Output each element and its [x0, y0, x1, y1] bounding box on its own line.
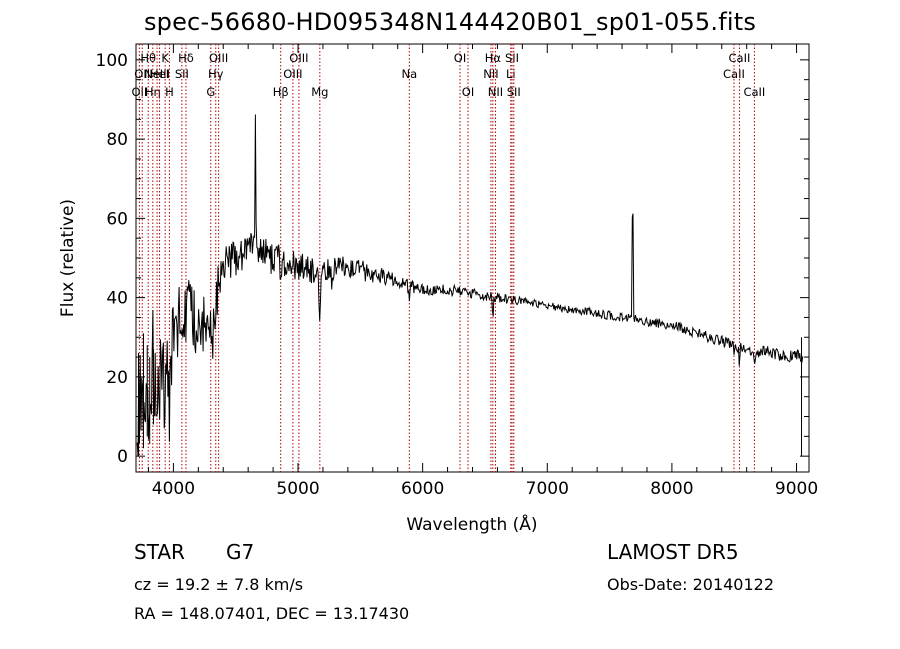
- y-tick-label: 0: [117, 447, 128, 467]
- line-marker-label: OI: [454, 51, 466, 65]
- line-marker-label: Hη: [145, 85, 161, 99]
- object-class: STAR: [134, 540, 185, 564]
- x-tick-label: 6000: [401, 479, 444, 499]
- line-marker-label: SII: [507, 85, 521, 99]
- line-marker-label: G: [206, 85, 215, 99]
- line-marker-label: SII: [505, 51, 519, 65]
- subclass: G7: [226, 540, 255, 564]
- redshift-velocity: cz = 19.2 ± 7.8 km/s: [134, 575, 304, 594]
- survey-name: LAMOST DR5: [607, 540, 739, 564]
- line-marker-label: OII: [134, 67, 150, 81]
- line-marker-label: OII: [131, 85, 147, 99]
- line-marker-label: Hβ: [273, 85, 289, 99]
- ra-dec-coordinates: RA = 148.07401, DEC = 13.17430: [134, 604, 410, 623]
- spectrum-series: [136, 114, 804, 457]
- y-axis-label: Flux (relative): [58, 199, 78, 317]
- line-marker-label: HeI: [150, 67, 169, 81]
- line-marker-label: Hθ: [140, 51, 156, 65]
- y-tick-label: 100: [96, 51, 128, 71]
- y-tick-label: 60: [106, 209, 128, 229]
- line-marker-label: CaII: [729, 51, 751, 65]
- line-marker-label: OIII: [209, 51, 228, 65]
- line-marker-label: NII: [483, 67, 498, 81]
- spectrum-line: [136, 114, 804, 457]
- line-marker-label: Li: [506, 67, 516, 81]
- chart-title: spec-56680-HD095348N144420B01_sp01-055.f…: [143, 8, 757, 36]
- line-markers: OIIOIIHθHηNeIIIHeIKHSIIHδGHγOIIIHβOIIIOI…: [131, 44, 765, 472]
- line-marker-label: Mg: [311, 85, 328, 99]
- line-marker-label: Hδ: [178, 51, 194, 65]
- line-marker-label: OI: [462, 85, 474, 99]
- line-marker-label: K: [161, 51, 169, 65]
- line-marker-label: Na: [401, 67, 417, 81]
- y-tick-label: 20: [106, 368, 128, 388]
- line-marker-label: SII: [175, 67, 189, 81]
- x-tick-label: 7000: [526, 479, 569, 499]
- x-tick-label: 9000: [775, 479, 818, 499]
- line-marker-label: OIII: [283, 67, 302, 81]
- x-tick-label: 4000: [152, 479, 195, 499]
- line-marker-label: CaII: [743, 85, 765, 99]
- line-marker-label: H: [165, 85, 174, 99]
- x-axis-label: Wavelength (Å): [406, 513, 537, 535]
- line-marker-label: Hγ: [208, 67, 224, 81]
- y-tick-label: 40: [106, 289, 128, 309]
- line-marker-label: NeIII: [144, 67, 170, 81]
- x-tick-label: 5000: [276, 479, 319, 499]
- line-marker-label: CaII: [723, 67, 745, 81]
- line-marker-label: NII: [488, 85, 503, 99]
- x-tick-label: 8000: [650, 479, 693, 499]
- axis-ticks: 4000 5000 6000 7000 8000 9000 0 20 40 60 80 100: [96, 44, 818, 499]
- line-marker-label: OIII: [289, 51, 308, 65]
- observation-date: Obs-Date: 20140122: [607, 575, 775, 594]
- y-tick-label: 80: [106, 130, 128, 150]
- line-marker-label: Hα: [485, 51, 502, 65]
